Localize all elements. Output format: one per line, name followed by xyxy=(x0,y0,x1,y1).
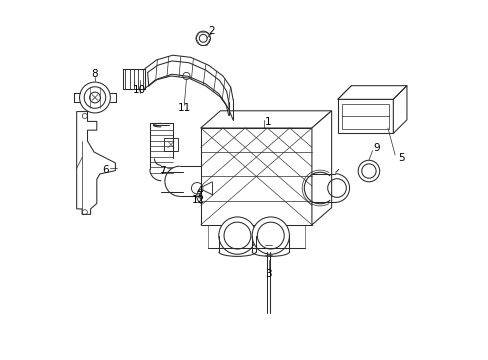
Circle shape xyxy=(196,31,210,45)
Text: 9: 9 xyxy=(373,143,380,153)
Text: 2: 2 xyxy=(208,26,214,36)
Polygon shape xyxy=(201,128,311,225)
Polygon shape xyxy=(392,86,406,134)
Polygon shape xyxy=(337,99,392,134)
Text: 11: 11 xyxy=(177,103,190,113)
Text: 12: 12 xyxy=(192,195,205,206)
Text: 4: 4 xyxy=(196,186,202,196)
Text: 6: 6 xyxy=(102,165,109,175)
Polygon shape xyxy=(337,86,406,99)
Bar xyxy=(164,138,178,151)
Text: 5: 5 xyxy=(397,153,404,163)
Polygon shape xyxy=(311,111,331,225)
Text: 3: 3 xyxy=(265,269,272,279)
Text: 10: 10 xyxy=(133,85,146,95)
Text: 1: 1 xyxy=(264,117,270,127)
Polygon shape xyxy=(201,111,331,128)
Circle shape xyxy=(252,217,289,254)
Text: 7: 7 xyxy=(159,166,166,176)
Circle shape xyxy=(218,217,256,254)
Text: 8: 8 xyxy=(91,69,98,79)
